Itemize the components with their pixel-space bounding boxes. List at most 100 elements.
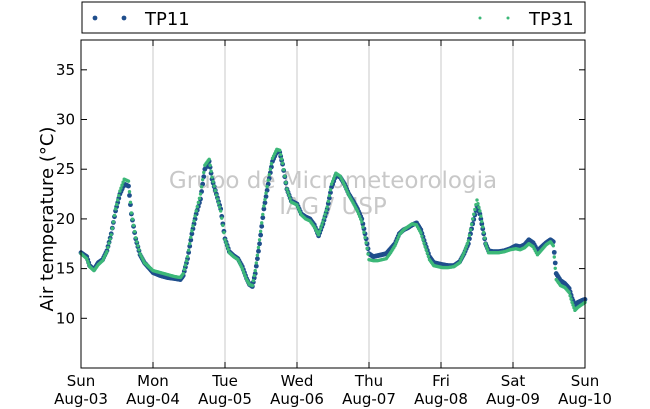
data-point-tp31 <box>116 198 120 202</box>
data-point-tp31 <box>329 182 334 186</box>
data-point-tp31 <box>465 242 469 246</box>
data-point-tp31 <box>426 254 431 259</box>
data-point-tp31 <box>200 177 205 182</box>
data-point-tp31 <box>360 220 364 224</box>
data-point-tp31 <box>223 238 227 242</box>
data-point-tp31 <box>269 162 274 166</box>
data-point-tp31 <box>217 205 222 209</box>
data-point-tp11 <box>263 194 269 199</box>
data-point-tp31 <box>320 223 324 227</box>
data-point-tp31 <box>131 223 136 228</box>
data-point-tp31 <box>363 235 367 240</box>
data-point-tp31 <box>321 220 325 224</box>
data-point-tp11 <box>201 174 207 180</box>
data-point-tp31 <box>366 252 370 256</box>
data-point-tp31 <box>425 251 430 255</box>
x-tick-label-day: Thu <box>354 372 383 390</box>
y-tick-label: 25 <box>56 160 75 178</box>
data-point-tp31 <box>130 217 135 221</box>
y-tick-label: 15 <box>56 260 75 278</box>
data-point-tp31 <box>480 219 484 224</box>
x-tick-label-date: Aug-07 <box>342 390 396 408</box>
data-point-tp31 <box>214 193 219 197</box>
data-point-tp31 <box>551 244 556 248</box>
data-point-tp31 <box>330 179 335 184</box>
data-point-tp31 <box>359 217 363 221</box>
data-point-tp31 <box>483 242 488 246</box>
data-point-tp31 <box>479 214 483 218</box>
data-point-tp31 <box>109 233 113 237</box>
data-point-tp31 <box>478 209 482 213</box>
data-point-tp31 <box>477 205 481 210</box>
data-point-tp11 <box>328 190 333 195</box>
legend-marker-tp31-b <box>506 16 510 20</box>
legend-marker-tp31-a <box>478 16 482 20</box>
data-point-tp31 <box>110 226 115 231</box>
data-point-tp31 <box>136 244 140 248</box>
x-tick-label-day: Fri <box>432 372 450 390</box>
x-tick-label-day: Mon <box>137 372 169 390</box>
data-point-tp31 <box>202 170 206 175</box>
grid-layer <box>152 40 514 368</box>
data-point-tp11 <box>551 249 557 255</box>
data-point-tp31 <box>286 190 290 195</box>
data-point-tp31 <box>220 216 224 220</box>
data-point-tp31 <box>424 248 428 252</box>
data-point-tp31 <box>120 183 124 187</box>
data-point-tp31 <box>137 248 141 252</box>
data-point-tp31 <box>221 223 225 228</box>
data-point-tp31 <box>475 198 479 202</box>
data-point-tp31 <box>571 303 575 307</box>
data-point-tp31 <box>364 241 368 245</box>
data-point-tp11 <box>261 206 267 212</box>
legend-marker-tp11-a <box>92 15 98 21</box>
data-point-tp31 <box>121 180 125 184</box>
data-point-tp31 <box>257 238 262 242</box>
data-point-tp31 <box>569 297 573 301</box>
data-point-tp31 <box>328 188 333 192</box>
data-point-tp31 <box>396 235 400 240</box>
x-tick-label-day: Sun <box>571 372 600 390</box>
data-point-tp31 <box>568 294 572 298</box>
data-point-tp31 <box>263 197 267 202</box>
series-tp31 <box>79 147 587 313</box>
data-point-tp31 <box>105 250 109 254</box>
data-point-tp31 <box>197 196 202 200</box>
data-point-tp11 <box>260 215 266 221</box>
data-point-tp31 <box>322 216 326 220</box>
legend-label-tp11: TP11 <box>144 9 190 30</box>
data-point-tp31 <box>252 273 256 278</box>
y-tick-label: 10 <box>56 309 75 327</box>
data-point-tp31 <box>466 239 471 243</box>
data-point-tp31 <box>278 148 282 153</box>
data-point-tp31 <box>127 190 132 194</box>
data-point-tp31 <box>111 220 116 224</box>
axis-ticks: SunAug-03MonAug-04TueAug-05WedAug-06ThuA… <box>54 40 612 408</box>
data-point-tp31 <box>211 179 215 184</box>
data-point-tp31 <box>183 263 188 267</box>
data-point-tp11 <box>259 223 265 229</box>
data-point-tp31 <box>265 184 269 189</box>
data-point-tp31 <box>132 229 137 234</box>
data-point-tp11 <box>327 195 332 201</box>
data-point-tp31 <box>208 163 212 167</box>
data-point-tp31 <box>287 193 291 198</box>
data-point-tp31 <box>326 199 331 203</box>
data-point-tp31 <box>552 255 556 259</box>
y-axis-title: Air temperature (°C) <box>37 127 58 312</box>
data-point-tp31 <box>189 235 193 239</box>
data-point-tp31 <box>281 168 286 172</box>
data-point-tp11 <box>187 243 193 249</box>
data-point-tp11 <box>253 263 259 269</box>
data-point-tp31 <box>316 233 321 237</box>
x-tick-label-date: Aug-10 <box>558 390 612 408</box>
data-point-tp31 <box>193 214 197 218</box>
data-point-tp31 <box>86 259 90 264</box>
data-point-tp31 <box>118 189 122 193</box>
x-tick-label-date: Aug-05 <box>198 390 252 408</box>
legend-marker-tp11-b <box>121 15 127 21</box>
data-point-tp31 <box>420 234 424 238</box>
data-point-tp31 <box>317 229 322 234</box>
data-point-tp31 <box>464 245 468 249</box>
x-tick-label-day: Sun <box>67 372 96 390</box>
